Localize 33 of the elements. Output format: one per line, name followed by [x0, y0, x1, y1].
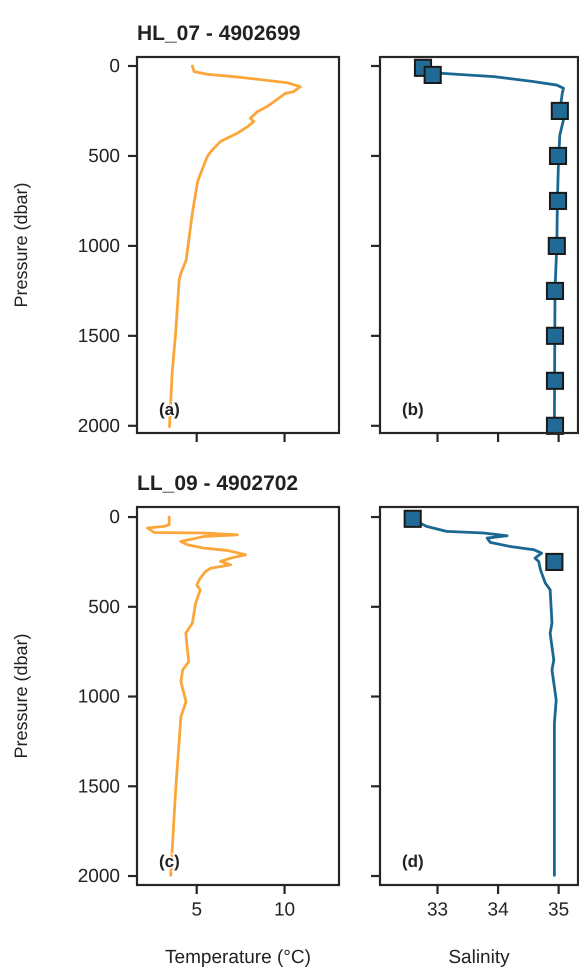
y-tick-label: 500 [88, 146, 120, 168]
chart-title: HL_07 - 4902699 [137, 22, 300, 45]
line-series [146, 516, 247, 877]
x-tick-label: 35 [548, 899, 570, 920]
point [546, 282, 564, 300]
y-axis-title: Pressure (dbar) [11, 182, 31, 308]
point [548, 236, 566, 255]
y-tick-label: 1000 [78, 236, 120, 257]
y-tick-label: 1500 [78, 326, 120, 347]
y-tick-label: 0 [109, 56, 120, 78]
x-tick-label: 34 [488, 899, 510, 920]
point [424, 66, 442, 84]
x-tick-label: 5 [191, 899, 202, 920]
y-tick-label: 0 [109, 507, 120, 528]
point [550, 102, 569, 120]
x-axis-title: Temperature (°C) [165, 947, 311, 968]
point [546, 416, 564, 435]
chart-title: LL_09 - 4902702 [137, 472, 298, 495]
x-tick-label: 33 [426, 899, 448, 920]
y-tick-label: 500 [88, 596, 120, 618]
annotation: (d) [402, 852, 424, 871]
y-tick-label: 1000 [78, 686, 120, 708]
annotation: (b) [402, 400, 424, 419]
y-tick-label: 2000 [78, 416, 120, 437]
x-axis-title: Salinity [448, 947, 510, 968]
point [548, 146, 568, 166]
x-tick-label: 10 [274, 899, 296, 920]
point [546, 372, 564, 390]
point [548, 192, 568, 210]
y-tick-label: 2000 [78, 866, 120, 888]
y-axis-title: Pressure (dbar) [11, 633, 31, 759]
point [546, 326, 564, 345]
y-tick-label: 1500 [78, 776, 120, 798]
